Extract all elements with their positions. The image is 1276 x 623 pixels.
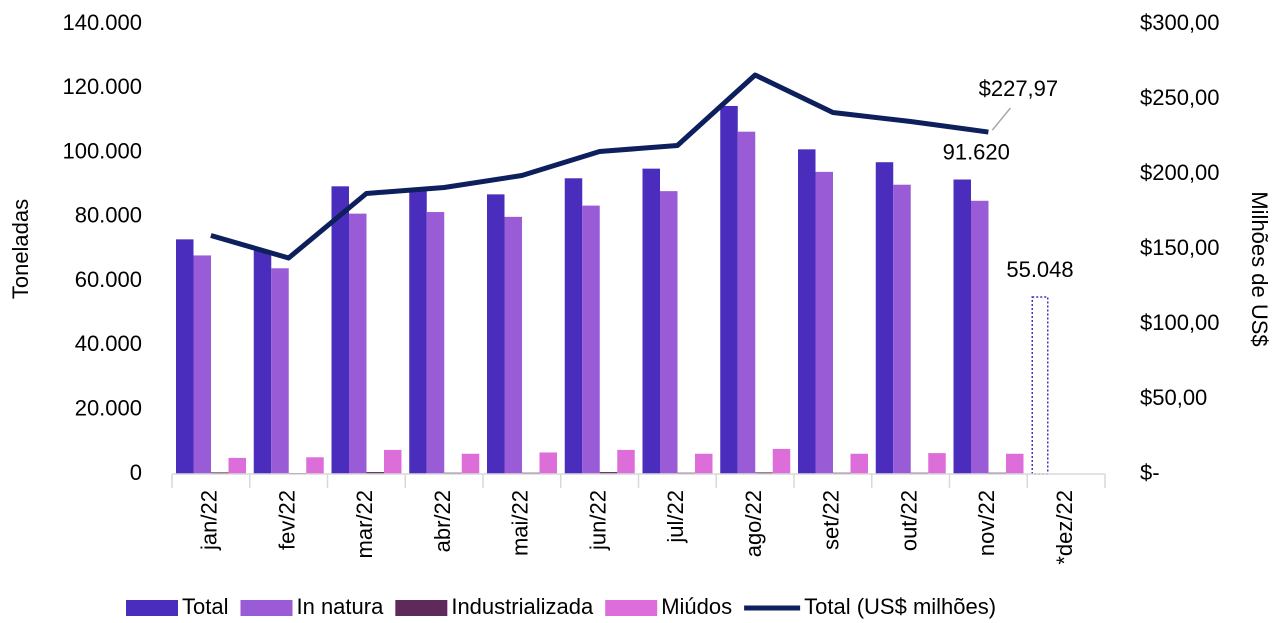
line	[210, 72, 989, 261]
y2-tick-label: $-	[1140, 460, 1160, 485]
y2-tick-label: $300,00	[1140, 10, 1220, 35]
legend-swatch	[605, 600, 658, 616]
bar	[599, 472, 618, 474]
bar	[504, 216, 522, 474]
legend-label: In natura	[296, 594, 384, 619]
bar	[564, 178, 583, 475]
x-tick-label: jul/22	[663, 490, 688, 544]
y-tick-label: 20.000	[75, 396, 142, 421]
x-tick-label: out/22	[896, 490, 921, 551]
x-tick-label: ago/22	[741, 490, 766, 557]
bar	[366, 472, 384, 474]
y-tick-label: 80.000	[75, 203, 142, 228]
bar	[755, 472, 773, 474]
bar	[772, 448, 791, 474]
legend-label: Total (US$ milhões)	[804, 594, 996, 619]
data-label: $227,97	[979, 76, 1059, 101]
bar	[695, 453, 713, 474]
y-tick-label: 0	[130, 460, 142, 485]
bar	[850, 453, 868, 474]
bar	[660, 191, 678, 474]
bar	[349, 213, 367, 474]
bar	[737, 131, 756, 474]
bar	[409, 189, 427, 475]
bar	[815, 171, 833, 474]
legend-swatch	[126, 600, 178, 616]
bar	[176, 239, 194, 474]
x-tick-label: jun/22	[585, 490, 610, 551]
y2-tick-label: $200,00	[1140, 160, 1220, 185]
bar	[1006, 453, 1024, 474]
bar	[928, 453, 946, 474]
legend-label: Industrializada	[451, 594, 594, 619]
x-tick-label: nov/22	[974, 490, 999, 556]
bar	[426, 212, 445, 475]
bar	[306, 457, 324, 474]
bar	[228, 457, 246, 474]
x-tick-label: *dez/22	[1052, 490, 1077, 565]
legend-swatch	[240, 600, 293, 616]
leader-line	[991, 107, 1011, 131]
x-tick-label: abr/22	[430, 490, 455, 552]
bar	[971, 200, 989, 475]
y-tick-label: 60.000	[75, 267, 142, 292]
bar	[487, 194, 505, 474]
legend-swatch	[395, 600, 448, 616]
x-tick-label: set/22	[819, 490, 844, 550]
bar	[253, 250, 272, 474]
bar	[539, 452, 557, 474]
x-tick-label: jan/22	[197, 490, 222, 551]
data-label: 91.620	[943, 139, 1010, 164]
bar	[893, 184, 911, 474]
bar	[461, 453, 480, 474]
bar	[271, 268, 289, 474]
y2-tick-label: $50,00	[1140, 385, 1207, 410]
bar	[642, 168, 660, 474]
bar	[211, 472, 229, 474]
bar	[1031, 296, 1049, 475]
bar	[193, 255, 211, 474]
y-tick-label: 120.000	[62, 74, 142, 99]
y2-tick-label: $150,00	[1140, 235, 1220, 260]
legend-label: Miúdos	[661, 594, 732, 619]
y-tick-label: 100.000	[62, 138, 142, 163]
bar	[384, 449, 402, 474]
legend-label: Total	[182, 594, 228, 619]
bar	[953, 179, 971, 474]
y2-tick-label: $100,00	[1140, 310, 1220, 335]
y-axis-title: Toneladas	[8, 199, 33, 299]
y-tick-label: 40.000	[75, 331, 142, 356]
bar	[582, 205, 600, 474]
bar	[720, 105, 738, 474]
bar	[331, 186, 349, 475]
x-tick-label: fev/22	[274, 490, 299, 550]
x-tick-label: mai/22	[508, 490, 533, 556]
data-label: 55.048	[1006, 257, 1073, 282]
x-tick-label: mar/22	[352, 490, 377, 558]
bar	[798, 149, 816, 474]
y2-tick-label: $250,00	[1140, 85, 1220, 110]
y2-axis-title: Milhões de US$	[1247, 191, 1272, 346]
y-tick-label: 140.000	[62, 10, 142, 35]
bar	[617, 449, 635, 474]
bar	[875, 162, 894, 474]
